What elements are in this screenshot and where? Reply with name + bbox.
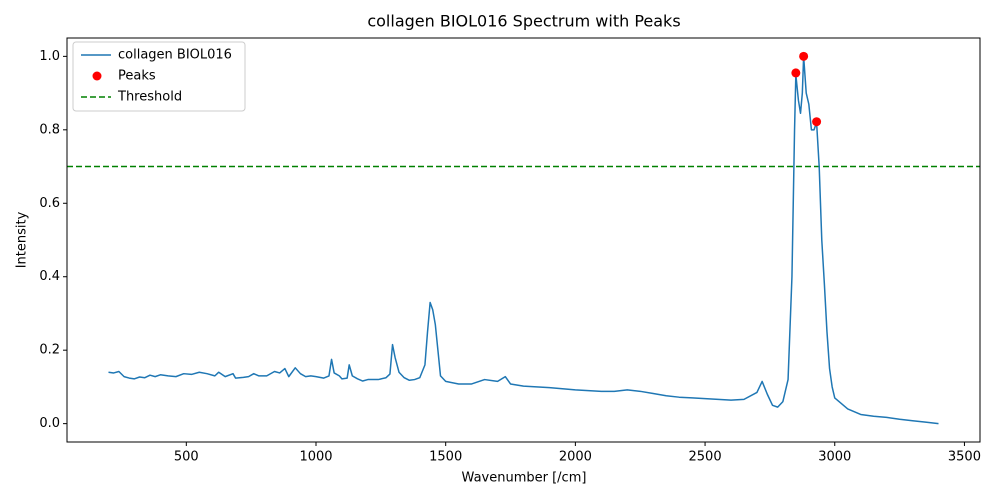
peak-point (799, 51, 809, 61)
legend-marker (92, 71, 102, 81)
x-tick-label: 1500 (429, 450, 462, 465)
legend-label: Peaks (118, 69, 156, 84)
legend-box (72, 41, 246, 112)
spectrum-line (108, 55, 939, 425)
y-axis-label: Intensity (15, 211, 30, 268)
x-tick-label: 3000 (818, 450, 851, 465)
x-tick-label: 3500 (948, 450, 981, 465)
y-tick-label: 0.2 (39, 343, 60, 358)
legend-label: Threshold (117, 90, 182, 105)
peak-point (791, 68, 801, 78)
x-tick-label: 2000 (559, 450, 592, 465)
plot-frame (66, 37, 981, 443)
chart-title: collagen BIOL016 Spectrum with Peaks (367, 12, 680, 31)
y-tick-label: 1.0 (39, 49, 60, 64)
y-tick-label: 0.6 (39, 196, 60, 211)
x-tick-label: 1000 (299, 450, 332, 465)
legend-label: collagen BIOL016 (118, 48, 232, 63)
x-tick-label: 2500 (689, 450, 722, 465)
x-axis-label: Wavenumber [/cm] (462, 471, 587, 486)
plot-area (67, 51, 980, 425)
peak-point (812, 117, 822, 127)
y-tick-label: 0.0 (39, 416, 60, 431)
x-tick-label: 500 (174, 450, 199, 465)
y-tick-label: 0.4 (39, 269, 60, 284)
y-tick-label: 0.8 (39, 122, 60, 137)
